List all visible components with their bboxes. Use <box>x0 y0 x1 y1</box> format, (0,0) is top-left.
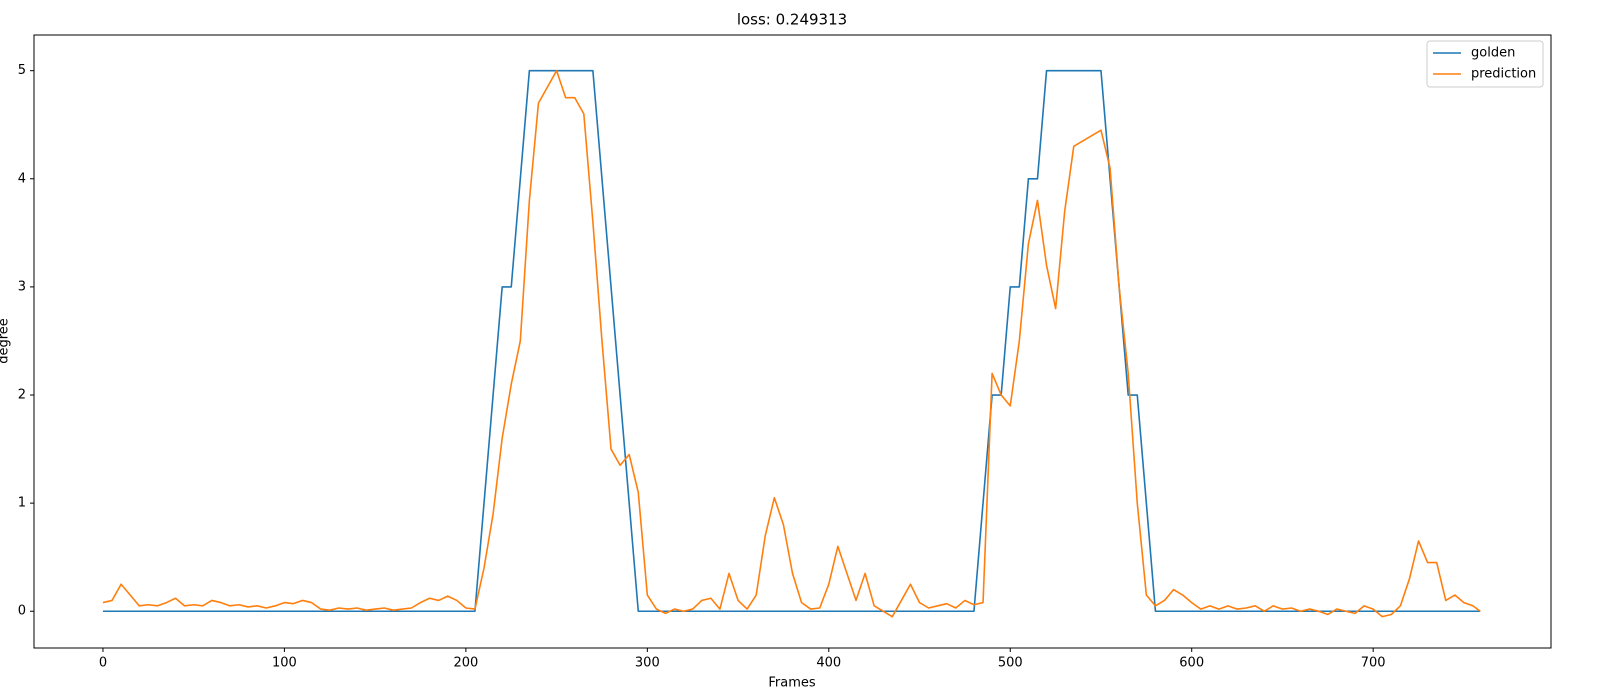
x-tick-label: 700 <box>1361 656 1386 671</box>
y-tick-label: 5 <box>18 63 26 78</box>
y-tick-label: 1 <box>18 496 26 511</box>
x-tick-label: 0 <box>99 656 107 671</box>
legend-label: prediction <box>1471 67 1536 82</box>
y-tick-label: 2 <box>18 388 26 403</box>
series-line <box>102 69 1481 618</box>
x-tick-label: 600 <box>1179 656 1204 671</box>
x-tick-label: 200 <box>453 656 478 671</box>
y-tick-label: 3 <box>18 279 26 294</box>
y-tick-label: 0 <box>18 604 26 619</box>
x-tick-label: 500 <box>998 656 1023 671</box>
x-tick-label: 300 <box>635 656 660 671</box>
x-tick-label: 400 <box>816 656 841 671</box>
y-axis-label: degree <box>0 318 12 364</box>
legend-label: golden <box>1471 46 1515 61</box>
x-axis-label: Frames <box>768 676 816 691</box>
series-line <box>102 69 1481 613</box>
plot-frame <box>33 34 1552 649</box>
y-tick-label: 4 <box>18 171 26 186</box>
x-tick-label: 100 <box>272 656 297 671</box>
chart-title: loss: 0.249313 <box>737 11 847 29</box>
